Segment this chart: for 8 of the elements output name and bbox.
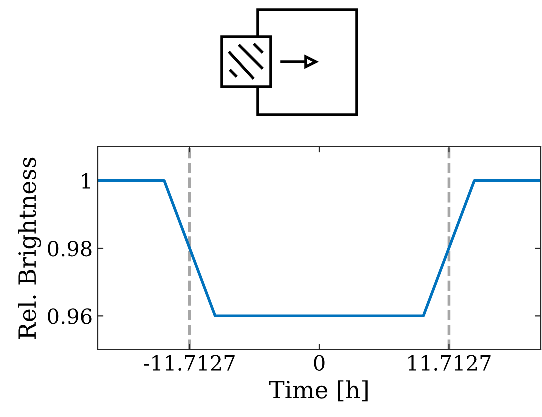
- x-axis-title: Time [h]: [269, 380, 368, 402]
- y-tick-label: 0.96: [48, 308, 92, 324]
- x-tick-label: 0: [314, 355, 325, 371]
- x-tick-label: -11.7127: [144, 355, 235, 371]
- y-tick-label: 1: [82, 173, 90, 189]
- y-axis-title: Rel. Brightness: [18, 158, 42, 340]
- x-tick-label: 11.7127: [408, 355, 491, 371]
- y-tick-label: 0.98: [48, 240, 92, 257]
